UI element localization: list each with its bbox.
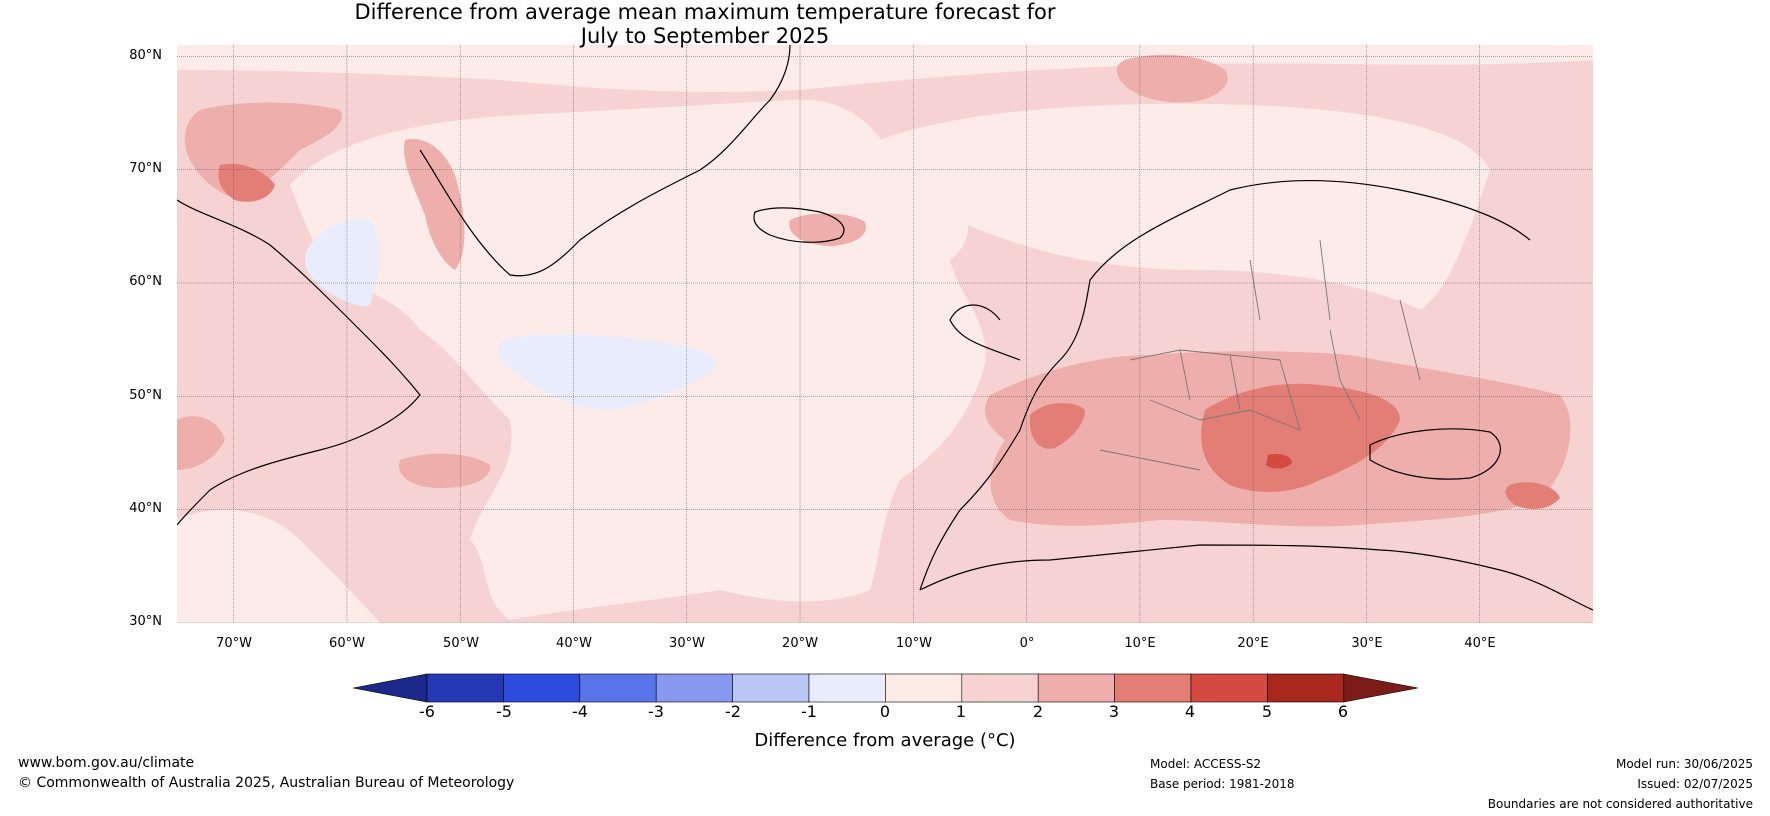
anomaly-region-2-3-svalbard <box>1116 54 1228 103</box>
colorbar-segment <box>732 673 810 703</box>
anomaly-region-2-3-atlantic <box>399 453 491 488</box>
colorbar-segment <box>1114 673 1192 703</box>
model-run-text: Model run: 30/06/2025 <box>1615 757 1753 771</box>
lon-label: 30°W <box>669 636 705 651</box>
anomaly-region-minus1-0-atlantic <box>498 334 716 410</box>
anomaly-region-2-3-iceland <box>789 213 866 246</box>
lon-label: 40°E <box>1464 636 1496 651</box>
africa-coastline <box>919 544 1593 611</box>
lon-label: 10°E <box>1124 636 1156 651</box>
colorbar-tick: 1 <box>955 702 967 721</box>
colorbar-tick: 0 <box>879 702 891 721</box>
model-text: Model: ACCESS-S2 <box>1150 757 1262 771</box>
anomaly-region-3-4-france <box>1029 403 1085 449</box>
colorbar-extend-low <box>352 673 428 703</box>
title-line-1: Difference from average mean maximum tem… <box>354 0 1056 24</box>
anomaly-region-3-4-greenland-west <box>218 163 275 202</box>
lat-label: 80°N <box>129 48 162 63</box>
anomaly-region-0-1-arctic <box>177 45 1593 92</box>
colorbar-segment <box>885 673 963 703</box>
colorbar-tick: 6 <box>1337 702 1349 721</box>
lat-label: 70°N <box>129 161 162 176</box>
title-line-2: July to September 2025 <box>580 24 830 48</box>
greenland-coastline <box>419 45 791 277</box>
lat-label: 30°N <box>129 614 162 629</box>
colorbar-tick: -1 <box>801 702 817 721</box>
website-text: www.bom.gov.au/climate <box>18 755 195 771</box>
anomaly-region-minus1-0-labrador <box>305 218 379 307</box>
anomaly-region-0-1-north <box>880 103 1490 310</box>
colorbar-tick: 2 <box>1032 702 1044 721</box>
colorbar-extend-high <box>1343 673 1418 703</box>
disclaimer-text: Boundaries are not considered authoritat… <box>1487 797 1753 811</box>
black-sea-coastline <box>1369 428 1501 480</box>
colorbar-tick: -4 <box>572 702 588 721</box>
country-borders <box>1099 239 1421 471</box>
colorbar-tick: 3 <box>1108 702 1120 721</box>
lon-label: 10°W <box>896 636 932 651</box>
issued-text: Issued: 02/07/2025 <box>1637 777 1753 791</box>
lon-label: 50°W <box>443 636 479 651</box>
colorbar-tick: 4 <box>1184 702 1196 721</box>
lat-label: 50°N <box>129 388 162 403</box>
lon-label: 40°W <box>556 636 592 651</box>
lon-label: 60°W <box>329 636 365 651</box>
europe-coastline <box>919 179 1531 591</box>
colorbar-segment <box>1267 673 1345 703</box>
anomaly-region-3-4-caucasus <box>1505 482 1560 510</box>
base-period-text: Base period: 1981-2018 <box>1150 777 1295 791</box>
lon-label: 0° <box>1019 636 1035 651</box>
colorbar-segment <box>1037 673 1115 703</box>
anomaly-region-0-1-atlantic-sw <box>177 509 380 623</box>
iceland-coastline <box>753 207 845 243</box>
anomaly-region-4-5-hotspot <box>1266 453 1292 469</box>
lon-label: 20°W <box>782 636 818 651</box>
colorbar-segment <box>1190 673 1268 703</box>
north-america-coastline <box>177 199 421 526</box>
lon-label: 30°E <box>1351 636 1383 651</box>
anomaly-region-2-3-newfoundland <box>177 416 225 470</box>
colorbar-segment <box>503 673 581 703</box>
colorbar-tick: -2 <box>725 702 741 721</box>
colorbar-segment <box>579 673 657 703</box>
anomaly-region-2-3-greenland-east <box>404 139 465 270</box>
colorbar-tick: -5 <box>496 702 512 721</box>
colorbar-segment <box>655 673 733 703</box>
lat-label: 60°N <box>129 274 162 289</box>
colorbar-tick: -6 <box>419 702 435 721</box>
colorbar-label: Difference from average (°C) <box>754 730 1016 751</box>
colorbar-tick: 5 <box>1261 702 1273 721</box>
colorbar-tick: -3 <box>648 702 664 721</box>
lat-label: 40°N <box>129 501 162 516</box>
lon-label: 20°E <box>1237 636 1269 651</box>
colorbar-segment <box>426 673 504 703</box>
copyright-text: © Commonwealth of Australia 2025, Austra… <box>18 775 515 791</box>
colorbar-segment <box>808 673 886 703</box>
map-title: Difference from average mean maximum tem… <box>0 0 1410 48</box>
colorbar <box>352 673 1418 703</box>
lon-label: 70°W <box>216 636 252 651</box>
colorbar-segment <box>961 673 1039 703</box>
